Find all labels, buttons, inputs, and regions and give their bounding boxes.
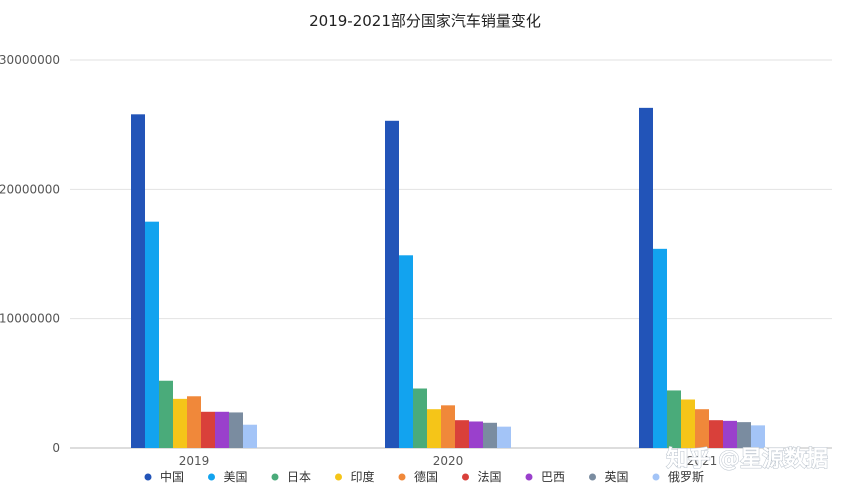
bar-法国-2021	[709, 420, 723, 448]
bar-德国-2021	[695, 409, 709, 448]
x-tick-label: 2019	[179, 454, 210, 468]
bar-印度-2019	[173, 398, 187, 448]
legend-label: 美国	[224, 470, 248, 484]
gridlines	[70, 59, 832, 449]
bar-巴西-2019	[215, 411, 229, 448]
legend-marker	[398, 473, 406, 481]
bar-印度-2021	[681, 399, 695, 448]
bar-日本-2019	[159, 380, 173, 448]
legend-label: 中国	[160, 469, 184, 484]
legend-label: 法国	[478, 470, 502, 484]
legend: 中国 美国 日本 印度 德国 法国 巴西 英国 俄罗斯	[144, 469, 704, 484]
bar-英国-2021	[737, 422, 751, 448]
bar-英国-2019	[229, 412, 243, 448]
x-tick-label: 2020	[433, 454, 464, 468]
bar-德国-2020	[441, 405, 455, 448]
legend-marker	[652, 473, 660, 481]
chart-title: 2019-2021部分国家汽车销量变化	[309, 12, 541, 30]
bar-印度-2020	[427, 409, 441, 448]
bar-俄罗斯-2020	[497, 426, 511, 448]
legend-label: 巴西	[541, 470, 565, 484]
bar-德国-2019	[187, 396, 201, 448]
x-axis: 2019 2020 2021	[179, 454, 718, 468]
legend-marker	[208, 473, 215, 481]
bar-中国-2020	[385, 120, 399, 448]
legend-marker	[144, 473, 152, 481]
bar-美国-2021	[653, 248, 667, 448]
legend-marker	[589, 473, 596, 481]
bar-巴西-2021	[723, 420, 737, 448]
y-axis: 0 10000000 20000000 30000000	[0, 53, 60, 455]
bar-中国-2019	[131, 114, 145, 448]
legend-label: 德国	[414, 469, 438, 484]
y-tick-label: 0	[52, 441, 60, 455]
legend-marker	[335, 473, 342, 481]
y-tick-label: 20000000	[0, 182, 60, 196]
legend-label: 印度	[351, 469, 375, 484]
legend-marker	[462, 473, 469, 481]
bar-巴西-2020	[469, 421, 483, 448]
bar-俄罗斯-2021	[751, 425, 765, 448]
legend-marker	[525, 473, 533, 481]
bar-中国-2021	[639, 107, 653, 448]
legend-marker	[271, 473, 279, 481]
y-tick-label: 10000000	[0, 312, 60, 326]
x-tick-label: 2021	[687, 454, 718, 468]
bar-日本-2020	[413, 388, 427, 448]
legend-label: 日本	[287, 470, 311, 484]
bars	[131, 107, 765, 448]
y-tick-label: 30000000	[0, 53, 60, 67]
bar-法国-2020	[455, 420, 469, 448]
legend-label: 英国	[605, 470, 629, 484]
bar-法国-2019	[201, 411, 215, 448]
bar-美国-2020	[399, 255, 413, 448]
bar-俄罗斯-2019	[243, 424, 257, 448]
bar-日本-2021	[667, 390, 681, 448]
watermark: 知乎 @星源数据	[666, 446, 828, 472]
legend-label: 俄罗斯	[668, 470, 704, 484]
bar-英国-2020	[483, 422, 497, 448]
bar-美国-2019	[145, 221, 159, 448]
